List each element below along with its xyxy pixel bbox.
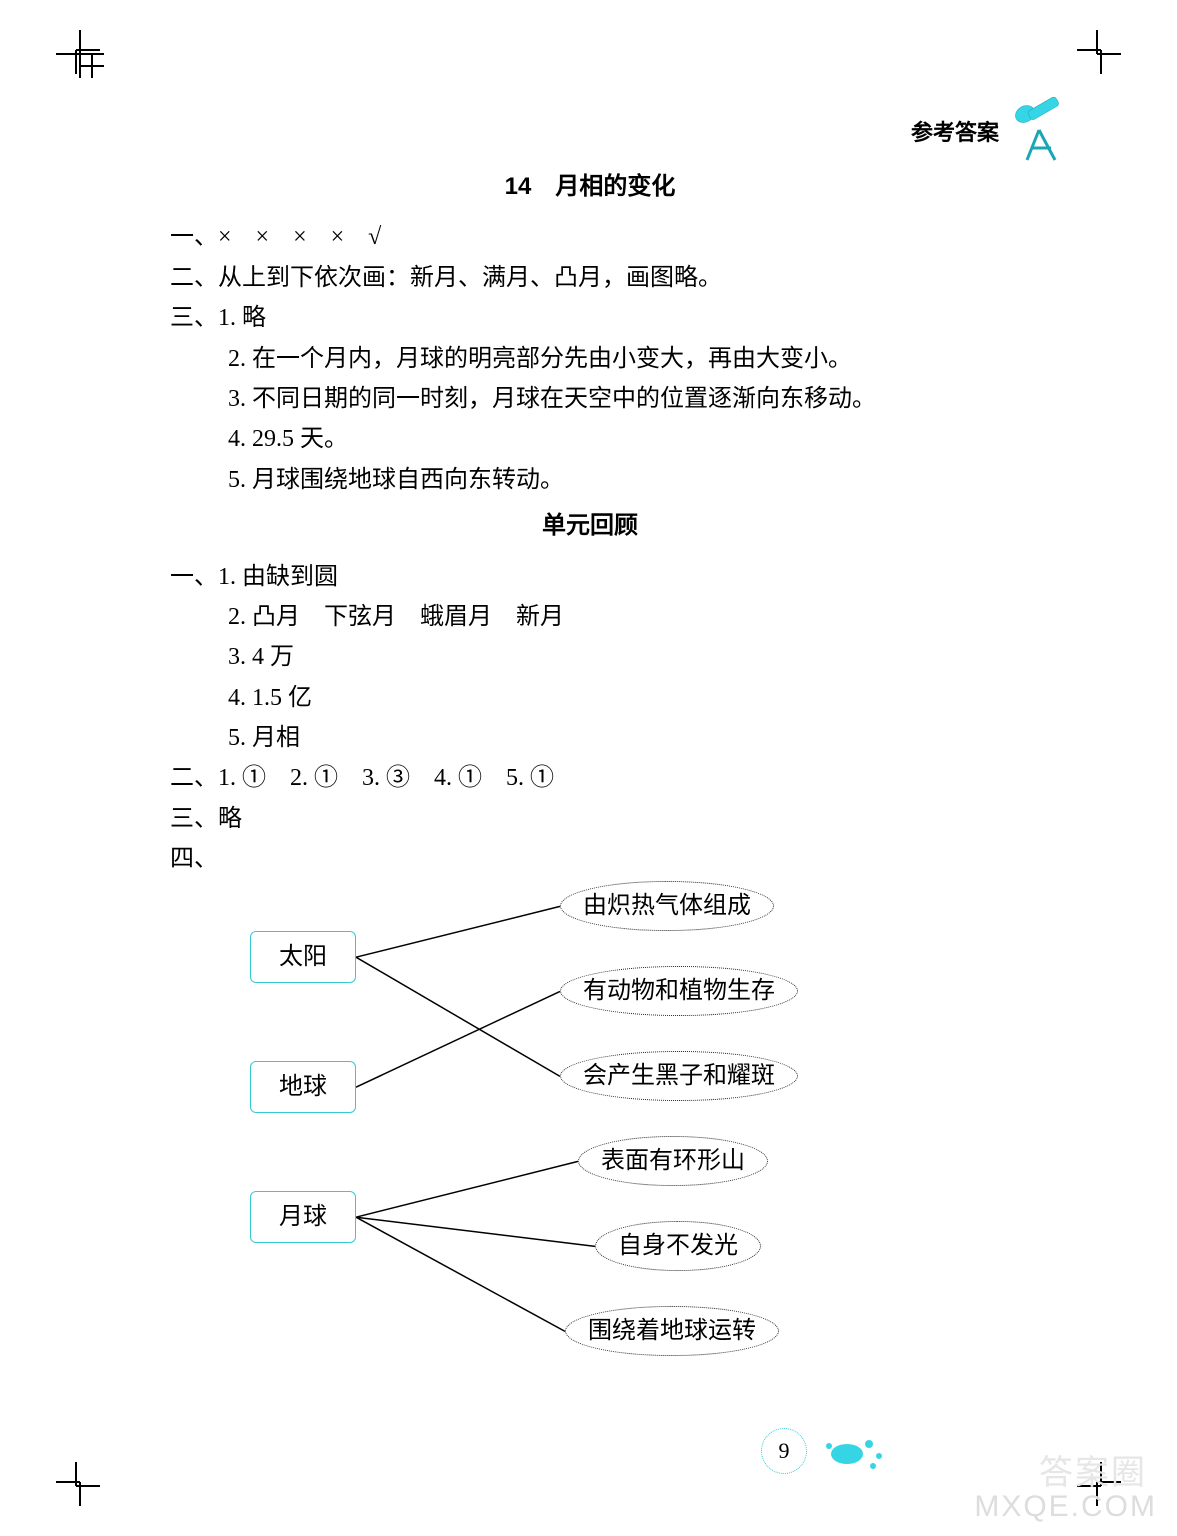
telescope-icon [1007,96,1077,166]
l14-q3-a3: 3. 不同日期的同一时刻，月球在天空中的位置逐渐向东移动。 [170,380,1010,418]
rev-q1-a2: 2. 凸月 下弦月 蛾眉月 新月 [170,598,1010,636]
crop-mark-bottom-left [56,1458,104,1506]
diagram-node-sun: 太阳 [250,931,356,983]
diagram-node-moon: 月球 [250,1191,356,1243]
diagram-node-r4: 表面有环形山 [578,1136,768,1187]
rev-q1-a4: 4. 1.5 亿 [170,679,1010,717]
rev-q1-a5: 5. 月相 [170,719,1010,757]
diagram-node-r2: 有动物和植物生存 [560,966,798,1017]
l14-q3-a2: 2. 在一个月内，月球的明亮部分先由小变大，再由大变小。 [170,340,1010,378]
lesson14-title: 14 月相的变化 [170,168,1010,206]
page-number: 9 [761,1428,807,1474]
l14-q3-a5: 5. 月球围绕地球自西向东转动。 [170,461,1010,499]
l14-q2: 二、从上到下依次画：新月、满月、凸月，画图略。 [170,259,1010,297]
diagram-node-r5: 自身不发光 [595,1221,761,1272]
watermark-latin: MXQE.COM [974,1490,1157,1524]
header-label: 参考答案 [911,115,999,147]
rev-q1-a3: 3. 4 万 [170,638,1010,676]
diagram-node-r1: 由炽热气体组成 [560,881,774,932]
diagram-node-r6: 围绕着地球运转 [565,1306,779,1357]
rev-q4: 四、 [170,840,1010,878]
rev-q1-head: 一、1. 由缺到圆 [170,558,1010,596]
diagram-node-r3: 会产生黑子和耀斑 [560,1051,798,1102]
l14-q1: 一、× × × × √ [170,218,1010,256]
content-body: 14 月相的变化 一、× × × × √ 二、从上到下依次画：新月、满月、凸月，… [170,160,1010,1381]
l14-q3-a4: 4. 29.5 天。 [170,420,1010,458]
crop-mark-top-left [56,30,104,78]
matching-diagram: 太阳 地球 月球 由炽热气体组成 有动物和植物生存 会产生黑子和耀斑 表面有环形… [200,881,900,1381]
review-title: 单元回顾 [170,507,1010,545]
l14-q3-head: 三、1. 略 [170,299,1010,337]
crop-mark-top-right [1073,30,1121,78]
page-header: 参考答案 [911,96,1077,166]
page-number-area: 9 [761,1426,897,1476]
rev-q2: 二、1. ① 2. ① 3. ③ 4. ① 5. ① [170,759,1010,797]
splash-icon [817,1426,897,1476]
diagram-node-earth: 地球 [250,1061,356,1113]
rev-q3: 三、略 [170,800,1010,838]
watermark-chinese: 答案圈 [1039,1445,1147,1494]
